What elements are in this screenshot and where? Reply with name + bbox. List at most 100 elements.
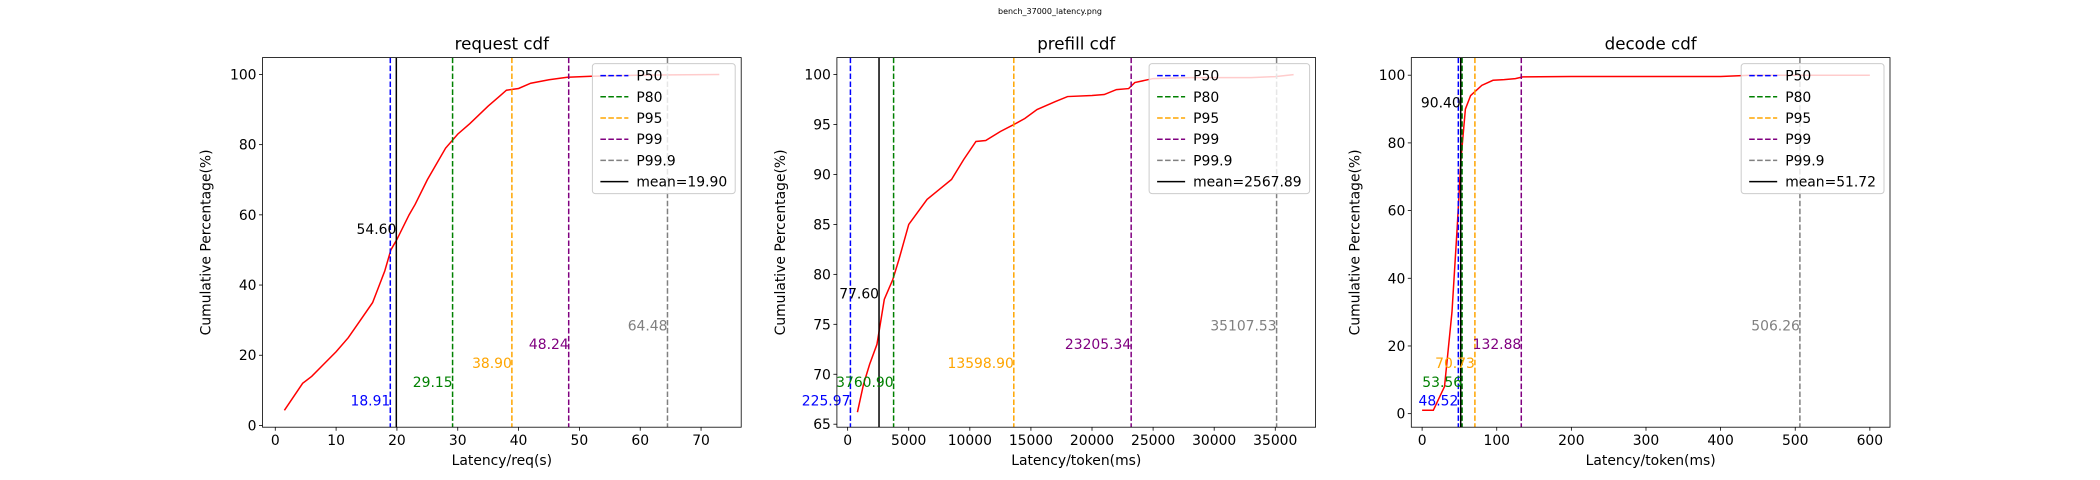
x-tick-label: 25000 [1131,433,1175,449]
x-tick-label: 60 [631,433,649,449]
legend-label: P80 [1785,90,1811,106]
y-tick-label: 0 [1396,407,1405,423]
axes-title: request cdf [455,34,551,54]
mean-cdf-label: 90.40 [1421,96,1461,112]
x-tick-label: 400 [1707,433,1734,449]
percentile-label: 48.52 [1419,394,1459,410]
x-tick-label: 0 [843,433,852,449]
legend-label: P99.9 [1193,153,1232,169]
percentile-label: 225.97 [802,394,851,410]
mean-cdf-label: 77.60 [839,286,879,302]
y-tick-label: 75 [813,317,831,333]
y-tick-label: 0 [248,418,257,434]
legend-label: P95 [1785,111,1811,127]
x-tick-label: 20 [388,433,406,449]
figure-title: bench_37000_latency.png [998,7,1102,16]
x-tick-label: 0 [271,433,280,449]
y-tick-label: 100 [230,67,257,83]
legend-label: mean=2567.89 [1193,175,1301,191]
x-tick-label: 10 [327,433,345,449]
legend-label: P80 [1193,90,1219,106]
x-tick-label: 70 [692,433,710,449]
y-tick-label: 90 [813,167,831,183]
x-tick-label: 40 [510,433,528,449]
y-tick-label: 65 [813,417,831,433]
percentile-label: 13598.90 [948,356,1014,372]
x-tick-label: 15000 [1009,433,1053,449]
cdf-line [283,73,720,411]
cdf-line [1422,74,1870,412]
percentile-label: 506.26 [1751,318,1800,334]
x-tick-label: 35000 [1253,433,1297,449]
cdf-line [856,73,1294,413]
legend-label: mean=51.72 [1785,175,1876,191]
x-tick-label: 20000 [1070,433,1114,449]
x-tick-label: 500 [1782,433,1809,449]
y-tick-label: 95 [813,118,831,134]
axes-title: prefill cdf [1037,34,1116,54]
y-tick-label: 20 [1388,339,1406,355]
axes-frame [836,57,1317,428]
x-tick-label: 200 [1558,433,1585,449]
legend: P50 P80 P95 P99 P99.9 mean=2567.89 [1148,63,1311,195]
y-tick-label: 80 [813,267,831,283]
axes-frame [1410,57,1891,428]
x-tick-label: 10000 [948,433,992,449]
x-tick-label: 0 [1418,433,1427,449]
y-tick-label: 100 [804,68,831,84]
y-axis-label: Cumulative Percentage(%) [773,149,789,335]
legend-label: P50 [636,69,662,85]
x-axis-label: Latency/req(s) [452,453,552,469]
x-axis-label: Latency/token(ms) [1586,453,1716,469]
plot-area [1422,57,1870,428]
legend-label: P99 [636,132,662,148]
x-tick-label: 30000 [1192,433,1236,449]
axes-frame [262,57,742,428]
y-tick-label: 20 [239,348,257,364]
legend-label: P99 [1193,132,1219,148]
plot-area [283,57,720,428]
x-axis-label: Latency/token(ms) [1011,453,1141,469]
axes-title: decode cdf [1605,34,1698,54]
percentile-label: 48.24 [529,337,569,353]
y-tick-label: 85 [813,217,831,233]
legend-box [1148,63,1311,195]
percentile-label: 38.90 [472,356,512,372]
percentile-label: 29.15 [413,375,453,391]
legend: P50 P80 P95 P99 P99.9 mean=19.90 [591,63,736,195]
legend: P50 P80 P95 P99 P99.9 mean=51.72 [1740,63,1885,195]
percentile-label: 64.48 [628,318,668,334]
percentile-label: 3760.90 [836,375,893,391]
legend-label: P50 [1193,69,1219,85]
percentile-label: 23205.34 [1065,337,1131,353]
y-tick-label: 60 [1388,204,1406,220]
x-tick-label: 100 [1483,433,1510,449]
legend-label: P99.9 [1785,153,1824,169]
y-tick-label: 80 [239,138,257,154]
y-tick-label: 40 [1388,271,1406,287]
x-tick-label: 600 [1857,433,1884,449]
legend-label: P95 [636,111,662,127]
x-tick-label: 50 [571,433,589,449]
percentile-label: 35107.53 [1210,318,1276,334]
y-tick-label: 100 [1379,68,1406,84]
percentile-label: 53.56 [1422,375,1462,391]
x-tick-label: 300 [1633,433,1660,449]
y-tick-label: 80 [1388,136,1406,152]
legend-label: mean=19.90 [636,175,727,191]
legend-label: P95 [1193,111,1219,127]
percentile-label: 18.91 [351,394,391,410]
y-tick-label: 70 [813,367,831,383]
y-tick-label: 40 [239,278,257,294]
plot-area [849,57,1294,428]
x-tick-label: 30 [449,433,467,449]
x-tick-label: 5000 [891,433,926,449]
mean-cdf-label: 54.60 [357,222,397,238]
percentile-label: 132.88 [1473,337,1522,353]
y-axis-label: Cumulative Percentage(%) [199,149,215,335]
legend-label: P99 [1785,132,1811,148]
legend-label: P99.9 [636,153,675,169]
y-tick-label: 60 [239,208,257,224]
